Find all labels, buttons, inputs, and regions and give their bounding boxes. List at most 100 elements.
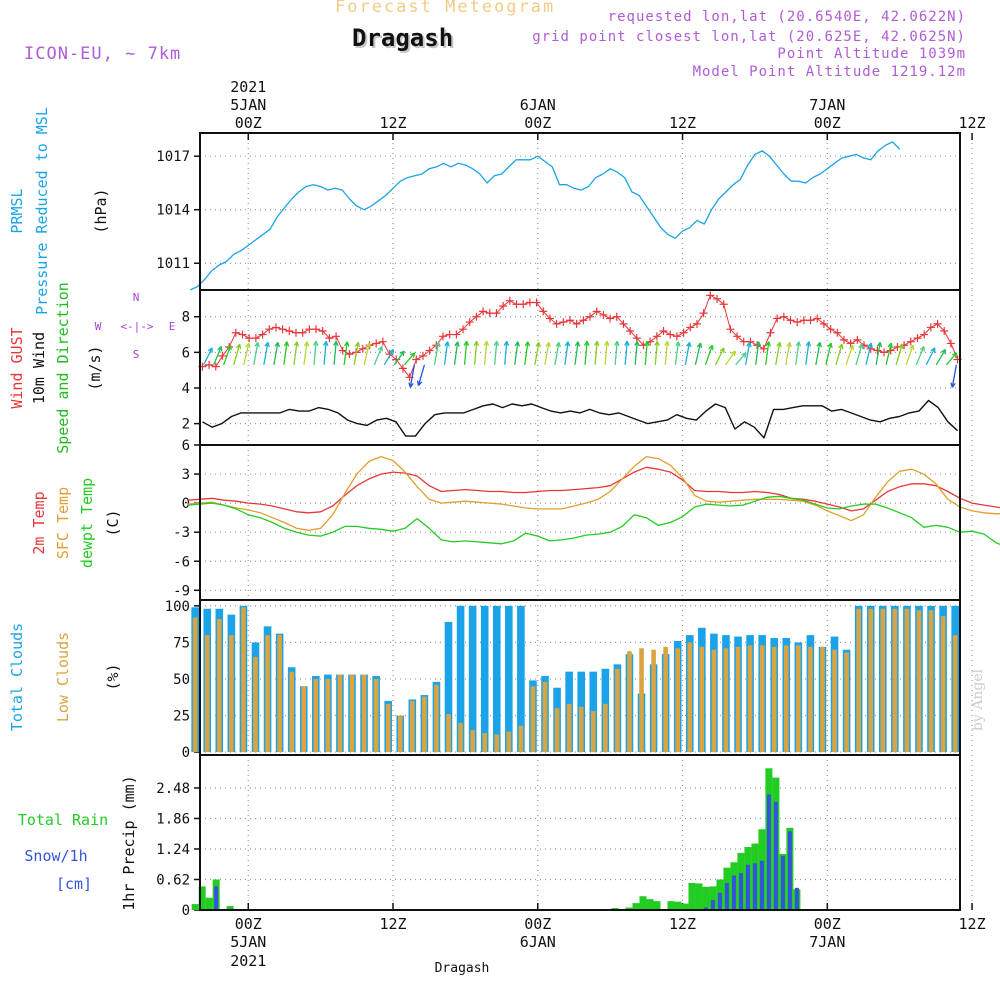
wind-direction-arrow	[945, 352, 958, 366]
gust-marker	[265, 325, 274, 334]
gust-marker	[779, 312, 788, 321]
low-cloud-bar	[832, 649, 837, 753]
compass-arrows: <-|->	[120, 320, 153, 333]
wind-direction-arrow	[865, 342, 873, 365]
gust-marker	[920, 330, 929, 339]
gust-marker	[839, 335, 848, 344]
gust-marker	[465, 318, 474, 327]
panel-frame-temperature	[199, 444, 961, 601]
wind-direction-arrow	[574, 341, 581, 365]
low-cloud-bar	[928, 610, 934, 753]
wind-direction-arrow	[925, 347, 936, 366]
low-cloud-bar	[651, 649, 656, 753]
gust-marker	[479, 307, 488, 316]
low-cloud-bar	[301, 686, 307, 753]
snow-bar	[773, 801, 778, 910]
low-cloud-bar	[458, 722, 463, 753]
wind-direction-arrow	[283, 341, 290, 365]
snow-bar	[703, 907, 708, 910]
low-cloud-bar	[241, 607, 246, 753]
wind-direction-arrow	[223, 344, 232, 366]
wind-direction-arrow	[915, 345, 925, 366]
wind-direction-arrow	[604, 340, 610, 365]
wind-direction-arrow	[654, 340, 660, 365]
top-date-label: 5JAN	[230, 96, 266, 114]
gust-marker	[826, 325, 835, 334]
low-cloud-bar	[844, 652, 849, 753]
gust-marker	[713, 294, 722, 303]
wind-direction-arrow	[303, 341, 310, 365]
gust-marker	[786, 316, 795, 325]
gust-marker	[833, 328, 842, 337]
low-cloud-bar	[590, 711, 596, 753]
gust-line	[202, 294, 959, 378]
model-label: ICON-EU, ~ 7km	[24, 44, 182, 64]
low-cloud-bar	[820, 646, 825, 753]
total-cloud-bar	[505, 605, 513, 753]
gust-marker	[652, 332, 661, 341]
gust-marker	[886, 346, 895, 355]
low-cloud-bar	[337, 674, 343, 753]
low-cloud-bar	[434, 684, 439, 753]
snow-bar	[780, 855, 785, 910]
low-cloud-bar	[289, 671, 294, 753]
top-time-label: 00Z	[524, 114, 551, 132]
y-tick-label: 6	[182, 345, 190, 361]
low-cloud-bar	[578, 706, 584, 753]
wind-direction-arrow	[564, 341, 571, 365]
gust-marker	[579, 316, 588, 325]
low-cloud-bar	[615, 668, 620, 753]
gust-marker	[586, 312, 595, 321]
total-cloud-bar	[456, 605, 465, 753]
gust-marker	[438, 332, 447, 341]
pressure-unit: (hPa)	[92, 188, 110, 233]
wind-direction-arrow	[694, 342, 703, 365]
y-tick-label: 1017	[156, 149, 190, 165]
low-cloud-bar	[687, 642, 693, 753]
gust-marker	[619, 319, 628, 328]
gust-marker	[358, 344, 367, 353]
snow-bar	[787, 831, 792, 910]
gust-marker	[679, 328, 688, 337]
wind-direction-arrow	[443, 341, 450, 365]
low-cloud-bar	[796, 645, 801, 753]
temp-unit: (C)	[104, 509, 122, 536]
y-tick-label: 0	[182, 496, 190, 512]
wind-direction-arrow	[544, 341, 551, 365]
y-tick-label: -3	[173, 525, 190, 541]
top-year-label: 2021	[230, 78, 266, 96]
low-cloud-bar	[808, 646, 813, 753]
low-cloud-bar	[699, 646, 705, 753]
low-cloud-bar	[518, 725, 524, 753]
gust-marker	[906, 337, 915, 346]
low-clouds-label: Low Clouds	[54, 632, 72, 722]
snow-bar	[794, 887, 799, 910]
low-cloud-bar	[735, 646, 741, 753]
gust-marker	[532, 298, 541, 307]
total-cloud-bar	[444, 621, 453, 753]
gust-marker	[231, 328, 240, 337]
low-cloud-bar	[397, 715, 403, 753]
gust-marker	[325, 334, 334, 343]
wind-direction-arrow	[233, 343, 242, 366]
y-tick-label: -6	[173, 554, 190, 570]
y-tick-label: 2.48	[156, 781, 190, 797]
top-time-label: 12Z	[959, 114, 986, 132]
wind-unit: (m/s)	[86, 345, 104, 390]
low-cloud-bar	[446, 714, 451, 753]
rain-bar	[226, 906, 234, 910]
low-cloud-bar	[373, 678, 379, 753]
wind-direction-arrow	[503, 340, 510, 365]
gust-marker	[699, 309, 708, 318]
y-tick-label: 0	[182, 903, 190, 919]
top-time-label: 12Z	[379, 114, 406, 132]
y-tick-label: -9	[173, 583, 190, 599]
low-cloud-bar	[663, 646, 668, 753]
panel-frame-precip	[199, 754, 961, 911]
low-cloud-bar	[952, 635, 958, 753]
pressure-line	[190, 141, 901, 291]
low-cloud-bar	[783, 645, 789, 753]
gust-marker	[940, 326, 949, 335]
low-cloud-bar	[639, 648, 644, 753]
